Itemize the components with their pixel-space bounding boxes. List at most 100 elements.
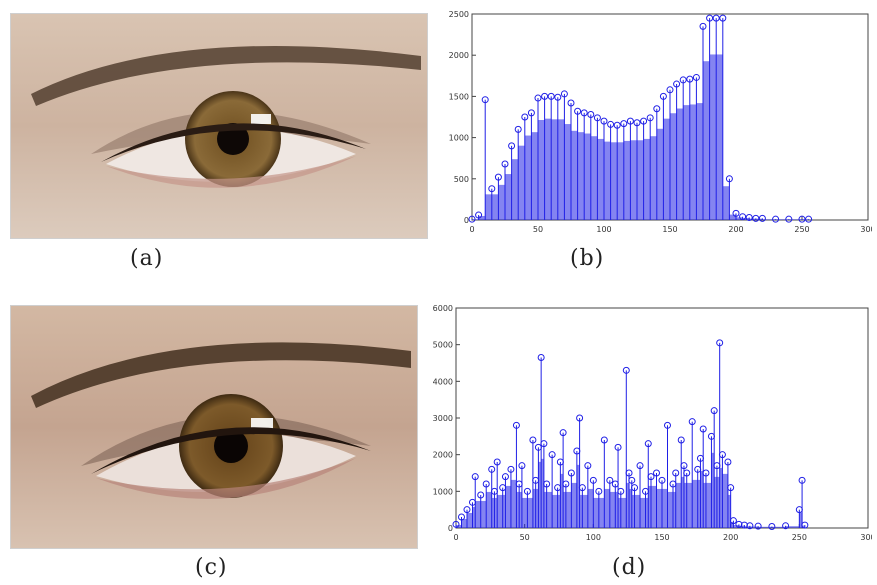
- eye-photo-icon: [11, 14, 427, 238]
- histogram-point: [732, 209, 740, 217]
- histogram-bar: [466, 512, 473, 528]
- histogram-point: [600, 436, 608, 444]
- histogram-bar: [519, 491, 522, 528]
- histogram-point: [471, 473, 479, 481]
- histogram-bar: [564, 124, 571, 220]
- histogram-bar: [598, 497, 605, 528]
- histogram-point: [716, 339, 724, 347]
- x-tick-label: 150: [654, 533, 669, 542]
- histogram-bar: [475, 500, 481, 528]
- histogram-point: [688, 418, 696, 426]
- histogram-point: [540, 440, 548, 448]
- histogram-bar: [516, 491, 520, 528]
- histogram-bar: [557, 494, 561, 528]
- histogram-bar: [651, 485, 657, 528]
- histogram-point: [729, 517, 737, 525]
- histogram-point: [548, 451, 556, 459]
- histogram-bar: [505, 485, 511, 528]
- histogram-point: [653, 469, 661, 477]
- histogram-point: [562, 480, 570, 488]
- histogram-point: [640, 117, 648, 125]
- y-tick-label: 0: [464, 216, 469, 225]
- histogram-equalized: 0501001502002503000100020003000400050006…: [433, 304, 872, 542]
- histogram-point: [589, 476, 597, 484]
- histogram-point: [785, 215, 793, 223]
- histogram-point: [614, 443, 622, 451]
- histogram-point: [584, 462, 592, 470]
- histogram-bar: [497, 494, 503, 528]
- histogram-point: [782, 522, 790, 530]
- histogram-bar: [648, 485, 652, 528]
- histogram-bar: [762, 219, 776, 220]
- histogram-point: [482, 480, 490, 488]
- histogram-point: [595, 487, 603, 495]
- histogram-bar: [662, 488, 668, 528]
- histogram-point: [523, 487, 531, 495]
- histogram-bar: [683, 482, 687, 528]
- x-tick-label: 0: [469, 225, 474, 234]
- histogram-point: [801, 521, 809, 529]
- histogram-bar: [544, 118, 552, 220]
- histogram-bar: [590, 136, 598, 220]
- histogram-point: [699, 425, 707, 433]
- histogram-point: [567, 99, 575, 107]
- histogram-bar: [597, 138, 604, 220]
- histogram-point: [712, 14, 720, 22]
- histogram-bar: [711, 452, 715, 528]
- x-tick-label: 300: [860, 225, 872, 234]
- histogram-bar: [736, 217, 743, 220]
- histogram-point: [680, 462, 688, 470]
- histogram-point: [699, 22, 707, 30]
- histogram-bar: [692, 479, 698, 528]
- histogram-point: [622, 366, 630, 374]
- histogram-point: [501, 473, 509, 481]
- histogram-bar: [472, 506, 476, 528]
- histogram-point: [567, 469, 575, 477]
- histogram-bar: [689, 104, 697, 220]
- histogram-bar: [700, 470, 704, 528]
- histogram-bar: [565, 491, 572, 528]
- histogram-point: [578, 484, 586, 492]
- histogram-bar: [494, 497, 498, 528]
- histogram-bar: [714, 476, 717, 528]
- histogram-point: [574, 107, 582, 115]
- eye-photo-original: [10, 13, 428, 239]
- histogram-point: [805, 215, 813, 223]
- histogram-point: [727, 484, 735, 492]
- histogram-bar: [527, 497, 533, 528]
- histogram-bar: [604, 488, 610, 528]
- histogram-point: [600, 117, 608, 125]
- histogram-point: [537, 354, 545, 361]
- histogram-bar: [505, 174, 512, 220]
- histogram-point: [692, 73, 700, 81]
- histogram-point: [768, 523, 776, 531]
- histogram-bar: [670, 113, 677, 220]
- histogram-point: [488, 465, 496, 473]
- histogram-point: [702, 469, 710, 477]
- histogram-bar: [650, 136, 657, 220]
- histogram-bar: [502, 494, 506, 528]
- caption-c: (c): [195, 555, 228, 580]
- histogram-bar: [722, 473, 728, 528]
- caption-b: (b): [570, 246, 605, 271]
- histogram-point: [631, 484, 639, 492]
- histogram-bar: [629, 488, 632, 528]
- histogram-bar: [552, 494, 558, 528]
- histogram-point: [663, 421, 671, 429]
- histogram-point: [772, 215, 780, 223]
- y-tick-label: 2000: [449, 51, 469, 60]
- histogram-bar: [498, 184, 505, 220]
- histogram-point: [541, 92, 549, 100]
- histogram-bar: [538, 461, 542, 528]
- histogram-point: [547, 92, 555, 100]
- histogram-point: [644, 440, 652, 448]
- histogram-bar: [771, 526, 786, 528]
- x-tick-label: 250: [794, 225, 809, 234]
- histogram-point: [527, 109, 535, 117]
- eye-photo-icon: [11, 306, 417, 548]
- histogram-bar: [546, 491, 553, 528]
- histogram-point: [560, 90, 568, 98]
- histogram-point: [521, 113, 529, 121]
- histogram-point: [518, 462, 526, 470]
- histogram-bar: [696, 103, 703, 220]
